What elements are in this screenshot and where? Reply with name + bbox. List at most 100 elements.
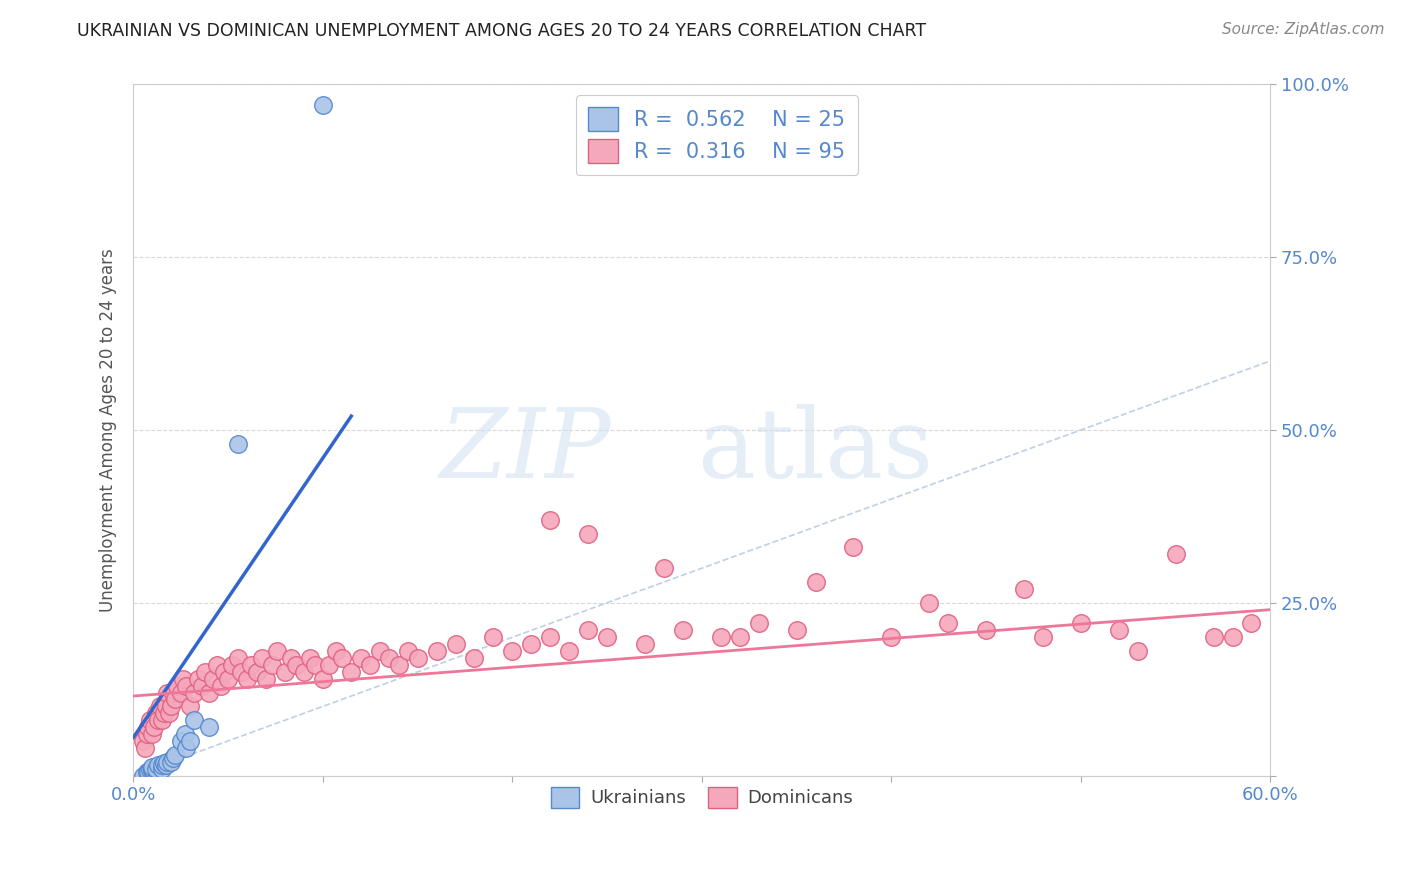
Point: [135, 727, 157, 741]
Point: [132, 768, 155, 782]
Point: [236, 672, 259, 686]
Point: [226, 651, 249, 665]
Point: [146, 713, 169, 727]
Point: [312, 672, 335, 686]
Point: [748, 616, 770, 631]
Point: [152, 756, 174, 770]
Point: [163, 692, 186, 706]
Point: [710, 630, 733, 644]
Point: [298, 651, 321, 665]
Point: [378, 651, 401, 665]
Point: [141, 762, 163, 776]
Point: [482, 630, 505, 644]
Point: [134, 740, 156, 755]
Point: [388, 657, 411, 672]
Point: [214, 665, 236, 679]
Point: [974, 624, 997, 638]
Point: [672, 624, 695, 638]
Point: [176, 740, 198, 755]
Point: [170, 734, 193, 748]
Point: [538, 630, 561, 644]
Point: [145, 706, 167, 721]
Point: [143, 720, 166, 734]
Point: [221, 657, 243, 672]
Point: [198, 685, 221, 699]
Point: [150, 762, 173, 776]
Point: [139, 713, 162, 727]
Point: [170, 685, 193, 699]
Point: [194, 665, 217, 679]
Point: [368, 644, 391, 658]
Point: [1108, 624, 1130, 638]
Point: [141, 760, 163, 774]
Text: ZIP: ZIP: [440, 404, 610, 498]
Point: [396, 644, 419, 658]
Point: [880, 630, 903, 644]
Point: [176, 679, 198, 693]
Point: [318, 657, 340, 672]
Text: Source: ZipAtlas.com: Source: ZipAtlas.com: [1222, 22, 1385, 37]
Point: [209, 679, 232, 693]
Point: [842, 541, 865, 555]
Point: [152, 706, 174, 721]
Point: [150, 713, 173, 727]
Point: [1222, 630, 1244, 644]
Legend: Ukrainians, Dominicans: Ukrainians, Dominicans: [543, 780, 860, 815]
Point: [330, 651, 353, 665]
Point: [205, 657, 228, 672]
Point: [576, 526, 599, 541]
Point: [135, 765, 157, 780]
Point: [652, 561, 675, 575]
Point: [162, 751, 184, 765]
Point: [250, 651, 273, 665]
Point: [160, 755, 183, 769]
Point: [172, 672, 194, 686]
Point: [138, 765, 160, 780]
Text: atlas: atlas: [697, 404, 934, 498]
Point: [173, 727, 195, 741]
Point: [501, 644, 523, 658]
Text: UKRAINIAN VS DOMINICAN UNEMPLOYMENT AMONG AGES 20 TO 24 YEARS CORRELATION CHART: UKRAINIAN VS DOMINICAN UNEMPLOYMENT AMON…: [77, 22, 927, 40]
Point: [166, 679, 188, 693]
Point: [280, 651, 302, 665]
Point: [239, 657, 262, 672]
Point: [634, 637, 657, 651]
Point: [285, 657, 308, 672]
Point: [1070, 616, 1092, 631]
Point: [463, 651, 485, 665]
Point: [350, 651, 373, 665]
Point: [444, 637, 467, 651]
Point: [304, 657, 326, 672]
Point: [156, 755, 179, 769]
Point: [179, 699, 201, 714]
Point: [596, 630, 619, 644]
Point: [138, 720, 160, 734]
Point: [340, 665, 363, 679]
Point: [728, 630, 751, 644]
Point: [260, 657, 283, 672]
Point: [1032, 630, 1054, 644]
Point: [936, 616, 959, 631]
Point: [918, 596, 941, 610]
Point: [804, 574, 827, 589]
Point: [406, 651, 429, 665]
Point: [190, 679, 212, 693]
Point: [312, 98, 335, 112]
Point: [254, 672, 277, 686]
Point: [201, 672, 224, 686]
Point: [163, 747, 186, 762]
Point: [198, 720, 221, 734]
Point: [226, 437, 249, 451]
Point: [179, 734, 201, 748]
Point: [146, 758, 169, 772]
Point: [139, 763, 162, 777]
Point: [141, 727, 163, 741]
Point: [183, 713, 205, 727]
Point: [141, 763, 163, 777]
Point: [786, 624, 808, 638]
Point: [576, 624, 599, 638]
Point: [145, 762, 167, 776]
Point: [132, 734, 155, 748]
Point: [160, 699, 183, 714]
Point: [1126, 644, 1149, 658]
